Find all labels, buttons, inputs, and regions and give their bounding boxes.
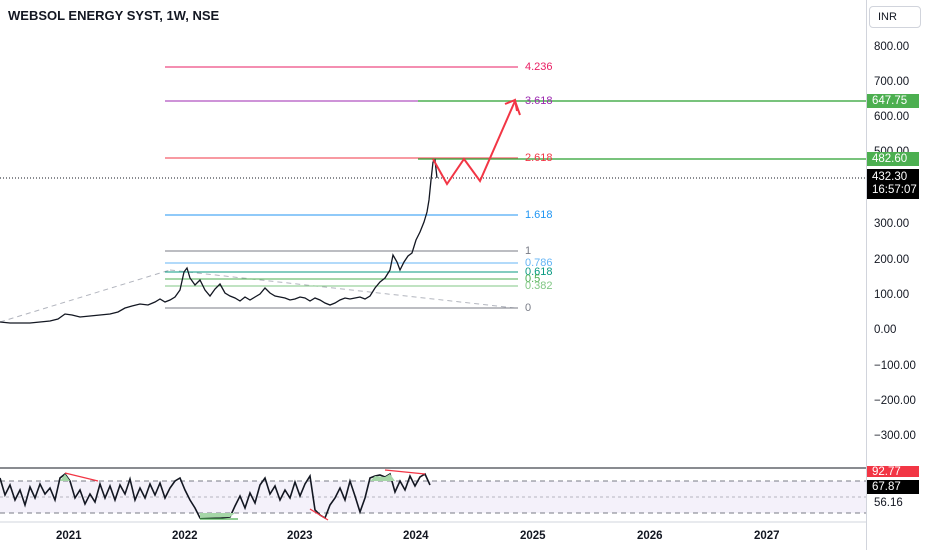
fib-label-0382: 0.382 xyxy=(525,280,553,292)
time-tick: 2021 xyxy=(56,530,82,542)
price-series xyxy=(0,158,438,324)
fib-label-05: 0.5 xyxy=(525,273,541,285)
projection-path xyxy=(432,98,521,186)
target-high-badge: 647.75 xyxy=(867,94,919,108)
chart-title: WEBSOL ENERGY SYST, 1W, NSE xyxy=(8,8,220,23)
fib-label-2618: 2.618 xyxy=(525,152,553,164)
time-tick: 2023 xyxy=(287,530,313,542)
price-tick: −300.00 xyxy=(874,430,916,442)
rsi-oversold-fill xyxy=(200,513,235,518)
rsi-overbought-fill xyxy=(60,474,70,481)
divergence-line-3 xyxy=(309,508,329,521)
time-tick: 2027 xyxy=(754,530,780,542)
fib-label-1: 1 xyxy=(525,245,532,257)
price-tick: 100.00 xyxy=(874,289,910,301)
price-tick: −200.00 xyxy=(874,395,916,407)
fib-label-0618: 0.618 xyxy=(525,266,553,278)
oscillator-upper-badge: 92.77 xyxy=(867,466,919,477)
price-tick: 700.00 xyxy=(874,76,910,88)
countdown-timer: 16:57:07 xyxy=(872,184,917,196)
price-tick: 600.00 xyxy=(874,111,910,123)
time-tick: 2024 xyxy=(403,530,429,542)
price-tick: 800.00 xyxy=(874,41,910,53)
oscillator-lower-value: 56.16 xyxy=(874,497,903,509)
time-tick: 2026 xyxy=(637,530,663,542)
time-tick: 2025 xyxy=(520,530,546,542)
fib-label-1618: 1.618 xyxy=(525,209,553,221)
target-low-badge: 482.60 xyxy=(867,152,919,166)
price-chart[interactable] xyxy=(0,0,866,550)
last-price-value: 432.30 xyxy=(872,171,908,183)
divergence-line-1 xyxy=(64,472,99,482)
divergence-line-4 xyxy=(384,469,426,475)
projection-arrowhead xyxy=(504,98,518,112)
time-tick: 2022 xyxy=(172,530,198,542)
rsi-peak-fill xyxy=(370,474,395,481)
price-axis[interactable] xyxy=(866,0,932,550)
fib-label-0786: 0.786 xyxy=(525,257,553,269)
currency-button[interactable]: INR xyxy=(869,6,921,28)
trendline-lower xyxy=(169,269,516,309)
trendline-upper xyxy=(0,269,171,323)
oscillator-value-badge: 67.87 xyxy=(867,480,919,494)
price-tick: 200.00 xyxy=(874,254,910,266)
price-tick: −100.00 xyxy=(874,360,916,372)
fib-label-0: 0 xyxy=(525,302,532,314)
fib-label-3618: 3.618 xyxy=(525,95,553,107)
price-tick: 0.00 xyxy=(874,324,897,336)
last-price-badge: 432.30 16:57:07 xyxy=(867,169,919,199)
price-tick: 300.00 xyxy=(874,218,910,230)
fib-label-4236: 4.236 xyxy=(525,61,553,73)
